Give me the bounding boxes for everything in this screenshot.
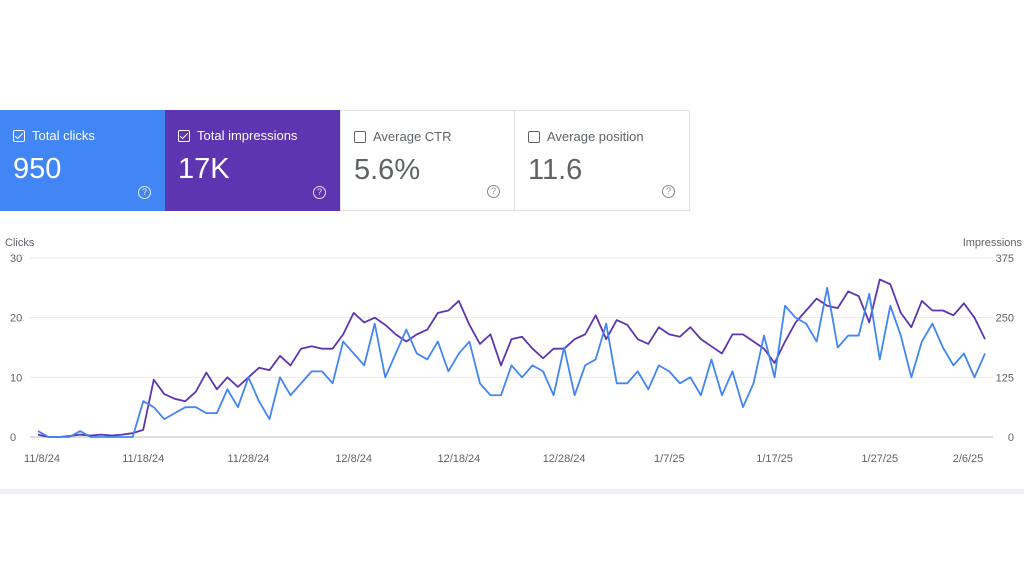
x-tick-label: 11/28/24 <box>227 453 269 465</box>
total-clicks-card[interactable]: Total clicks 950 ? <box>0 110 165 211</box>
x-tick-label: 12/28/24 <box>543 453 586 465</box>
x-tick-label: 11/8/24 <box>24 453 60 465</box>
checkbox-unchecked-icon[interactable] <box>528 130 540 143</box>
x-tick-label: 1/17/25 <box>756 453 793 465</box>
right-axis-title: Impressions <box>963 237 1023 249</box>
card-label: Total impressions <box>197 128 298 143</box>
help-icon[interactable]: ? <box>138 186 151 199</box>
right-tick-label: 375 <box>996 253 1014 265</box>
card-value: 950 <box>13 153 62 185</box>
checkbox-unchecked-icon[interactable] <box>354 130 366 143</box>
average-position-card[interactable]: Average position 11.6 ? <box>515 110 690 211</box>
x-tick-label: 12/18/24 <box>437 453 480 465</box>
metric-cards: Total clicks 950 ? Total impressions 17K… <box>0 110 690 211</box>
x-tick-label: 11/18/24 <box>122 453 164 465</box>
left-tick-label: 0 <box>10 432 16 444</box>
left-axis-title: Clicks <box>5 237 35 249</box>
card-value: 11.6 <box>528 154 583 186</box>
chart-bottom-divider <box>0 489 1024 494</box>
left-axis-ticks: 30 20 10 0 <box>10 253 22 444</box>
card-label: Average position <box>547 129 644 144</box>
left-tick-label: 20 <box>10 313 22 325</box>
right-tick-label: 250 <box>996 313 1014 325</box>
series-lines <box>37 278 986 438</box>
checkbox-checked-icon[interactable] <box>178 129 190 142</box>
impressions-series-line <box>37 278 986 438</box>
grid-lines <box>30 257 993 438</box>
card-value: 17K <box>178 153 230 185</box>
x-axis-ticks: 11/8/24 11/18/24 11/28/24 12/8/24 12/18/24 12… <box>24 453 983 465</box>
checkbox-checked-icon[interactable] <box>13 129 25 142</box>
x-tick-label: 2/6/25 <box>953 453 984 465</box>
right-axis-ticks: 375 250 125 0 <box>996 253 1014 444</box>
right-tick-label: 0 <box>1008 432 1014 444</box>
performance-chart: Clicks Impressions 30 20 10 0 375 250 125 0 11… <box>5 237 1023 465</box>
card-label: Total clicks <box>32 128 95 143</box>
card-label: Average CTR <box>373 129 452 144</box>
total-impressions-card[interactable]: Total impressions 17K ? <box>165 110 340 211</box>
right-tick-label: 125 <box>996 372 1014 384</box>
left-tick-label: 30 <box>10 253 22 265</box>
x-tick-label: 12/8/24 <box>335 453 372 465</box>
x-tick-label: 1/27/25 <box>861 453 898 465</box>
clicks-series-line <box>37 286 986 438</box>
card-value: 5.6% <box>354 154 421 186</box>
x-tick-label: 1/7/25 <box>654 453 685 465</box>
left-tick-label: 10 <box>10 372 22 384</box>
help-icon[interactable]: ? <box>662 185 675 198</box>
average-ctr-card[interactable]: Average CTR 5.6% ? <box>340 110 515 211</box>
help-icon[interactable]: ? <box>313 186 326 199</box>
help-icon[interactable]: ? <box>487 185 500 198</box>
